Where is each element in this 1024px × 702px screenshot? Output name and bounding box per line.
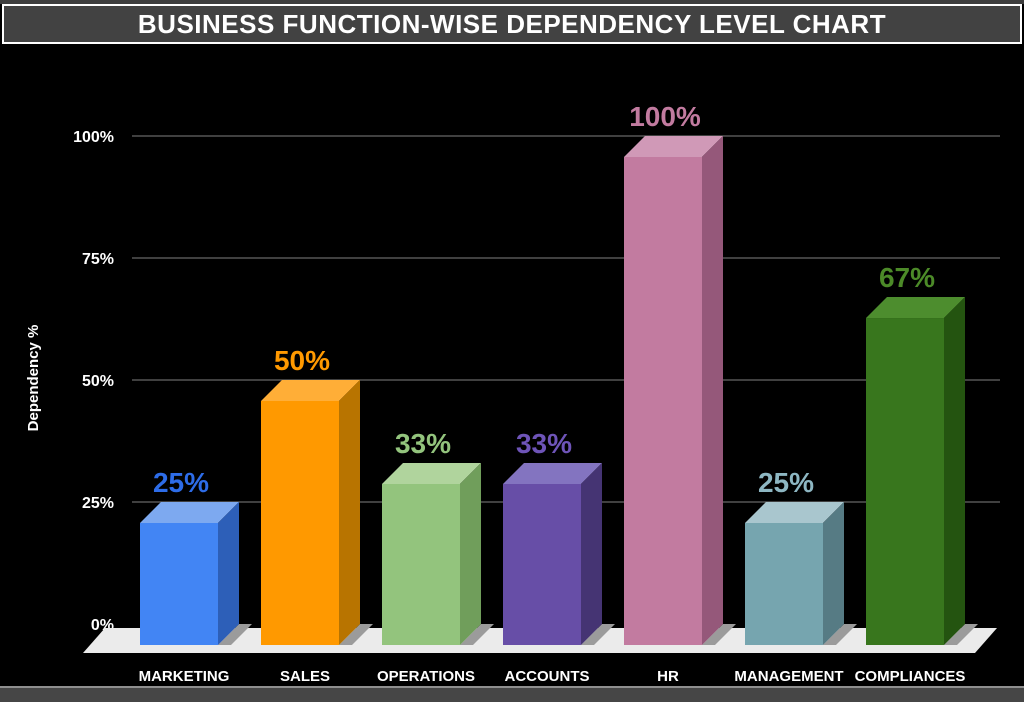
title-bar: BUSINESS FUNCTION-WISE DEPENDENCY LEVEL … (2, 4, 1022, 44)
category-label-hr: HR (657, 668, 679, 685)
bottom-bar (0, 686, 1024, 702)
data-label-hr: 100% (629, 101, 701, 132)
bar-top-face (261, 380, 360, 401)
chart-area: 0% 25% 50% 75% 100% Dependency % 25% MARKETING 5… (0, 46, 1024, 686)
bar-top-face (866, 297, 965, 319)
bar-top-face (745, 502, 844, 523)
bar-top-face (624, 136, 723, 157)
y-tick-label-75%: 75% (82, 251, 114, 268)
bar-side-face (460, 462, 481, 645)
category-label-accounts: ACCOUNTS (505, 668, 590, 685)
bar-side-face (944, 297, 965, 645)
bar-top-face (503, 462, 602, 484)
bar-front-face (382, 483, 460, 645)
data-label-management: 25% (758, 467, 814, 498)
bar-top-face (382, 462, 481, 484)
bar-sales: 50% SALES (261, 345, 373, 685)
bar-shadow (823, 624, 857, 645)
bar-shadow (944, 624, 978, 645)
bar-front-face (261, 401, 339, 645)
dependency-bar-chart: 0%25%50%75%100%Dependency %25%MARKETING5… (25, 101, 1000, 685)
bar-operations: 33% OPERATIONS (377, 428, 494, 685)
bar-side-face (823, 502, 844, 645)
bar-shadow (702, 624, 736, 645)
y-tick-label-100%: 100% (73, 129, 114, 146)
category-label-marketing: MARKETING (139, 668, 230, 685)
bar-compliances: 67% COMPLIANCES (855, 262, 978, 685)
bar-shadow (218, 624, 252, 645)
bar-accounts: 33% ACCOUNTS (503, 428, 615, 685)
data-label-accounts: 33% (516, 428, 572, 459)
bar-shadow (460, 624, 494, 645)
bar-hr: 100% HR (624, 101, 736, 685)
bar-marketing: 25% MARKETING (139, 467, 252, 685)
data-label-operations: 33% (395, 428, 451, 459)
y-tick-label-50%: 50% (82, 373, 114, 390)
y-tick-label-25%: 25% (82, 495, 114, 512)
bar-top-face (140, 502, 239, 523)
category-label-sales: SALES (280, 668, 330, 685)
bar-management: 25% MANAGEMENT (734, 467, 857, 685)
bar-side-face (702, 136, 723, 645)
bar-shadow (339, 624, 373, 645)
bar-front-face (503, 483, 581, 645)
bar-side-face (218, 502, 239, 645)
bar-front-face (624, 157, 702, 645)
data-label-compliances: 67% (879, 262, 935, 293)
chart-title: BUSINESS FUNCTION-WISE DEPENDENCY LEVEL … (137, 8, 887, 39)
bar-side-face (339, 380, 360, 645)
y-axis-title: Dependency % (25, 325, 42, 432)
category-label-management: MANAGEMENT (734, 668, 843, 685)
bar-shadow (581, 624, 615, 645)
category-label-operations: OPERATIONS (377, 668, 475, 685)
bar-front-face (866, 318, 944, 645)
bar-side-face (581, 462, 602, 645)
bar-front-face (140, 523, 218, 645)
data-label-marketing: 25% (153, 467, 209, 498)
top-strip (0, 0, 1024, 4)
bar-front-face (745, 523, 823, 645)
data-label-sales: 50% (274, 345, 330, 376)
category-label-compliances: COMPLIANCES (855, 668, 966, 685)
